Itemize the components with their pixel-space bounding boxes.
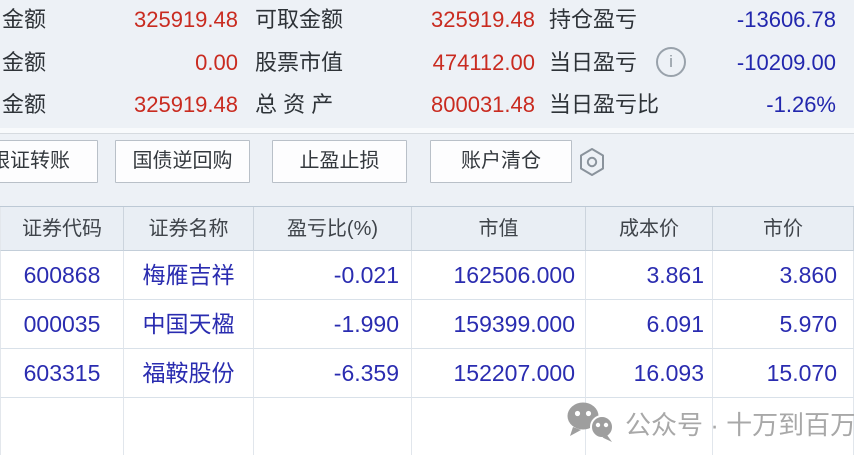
gear-icon[interactable]	[578, 147, 606, 177]
panel-divider	[0, 133, 854, 134]
withdrawable-amount-label: 可取金额	[255, 7, 344, 32]
stock-market-value-label: 股票市值	[255, 50, 344, 75]
empty-cell	[0, 398, 124, 455]
header-cost-price[interactable]: 成本价	[586, 207, 713, 251]
watermark: 公众号 · 十万到百万	[566, 402, 854, 444]
empty-cell	[586, 398, 713, 455]
bank-transfer-button[interactable]: 银证转账	[0, 140, 98, 183]
position-pnl-label: 持仓盈亏	[549, 7, 638, 32]
info-icon[interactable]: i	[656, 47, 686, 77]
row3-pnl-ratio[interactable]: -6.359	[254, 349, 412, 398]
row1-market-value[interactable]: 162506.000	[412, 251, 586, 300]
stock-market-value-value: 474112.00	[432, 50, 535, 75]
header-market-value[interactable]: 市值	[412, 207, 586, 251]
total-assets-label: 总 资 产	[255, 92, 334, 117]
watermark-text: 公众号 · 十万到百万	[625, 409, 854, 440]
row3-cost-price[interactable]: 16.093	[586, 349, 713, 398]
row2-market-value[interactable]: 159399.000	[412, 300, 586, 349]
stop-profit-loss-button[interactable]: 止盈止损	[272, 140, 407, 183]
empty-cell	[254, 398, 412, 455]
row1-cost-price[interactable]: 3.861	[586, 251, 713, 300]
daily-pnl-value: -10209.00	[736, 50, 836, 75]
row1-code[interactable]: 600868	[0, 251, 124, 300]
daily-pnl-ratio-label: 当日盈亏比	[549, 92, 660, 117]
total-assets-value: 800031.48	[431, 92, 535, 117]
row2-cost-price[interactable]: 6.091	[586, 300, 713, 349]
withdrawable-amount-value: 325919.48	[431, 7, 535, 32]
available-amount-label: 金额	[2, 7, 47, 32]
frozen-amount-value: 0.00	[195, 50, 238, 75]
row3-name[interactable]: 福鞍股份	[124, 349, 254, 398]
row2-market-price[interactable]: 5.970	[713, 300, 854, 349]
row3-code[interactable]: 603315	[0, 349, 124, 398]
account-summary-panel: 金额 325919.48 可取金额 325919.48 持仓盈亏 -13606.…	[0, 0, 854, 206]
empty-cell	[124, 398, 254, 455]
row3-market-value[interactable]: 152207.000	[412, 349, 586, 398]
row2-code[interactable]: 000035	[0, 300, 124, 349]
frozen-amount-label: 金额	[2, 50, 47, 75]
row3-market-price[interactable]: 15.070	[713, 349, 854, 398]
row2-name[interactable]: 中国天楹	[124, 300, 254, 349]
header-market-price[interactable]: 市价	[713, 207, 854, 251]
treasury-repo-button[interactable]: 国债逆回购	[115, 140, 250, 183]
clear-positions-button[interactable]: 账户清仓	[430, 140, 572, 183]
panel-divider-highlight	[0, 128, 854, 133]
header-security-name[interactable]: 证券名称	[124, 207, 254, 251]
row1-pnl-ratio[interactable]: -0.021	[254, 251, 412, 300]
wechat-icon	[567, 402, 614, 442]
available-amount-value: 325919.48	[134, 7, 238, 32]
daily-pnl-label: 当日盈亏	[549, 50, 638, 75]
fund-balance-value: 325919.48	[134, 92, 238, 117]
daily-pnl-ratio-value: -1.26%	[766, 92, 836, 117]
header-security-code[interactable]: 证券代码	[0, 207, 124, 251]
row1-name[interactable]: 梅雁吉祥	[124, 251, 254, 300]
position-pnl-value: -13606.78	[736, 7, 836, 32]
fund-balance-label: 金额	[2, 92, 47, 117]
row1-market-price[interactable]: 3.860	[713, 251, 854, 300]
header-pnl-ratio[interactable]: 盈亏比(%)	[254, 207, 412, 251]
positions-table: 证券代码 证券名称 盈亏比(%) 市值 成本价 市价 600868 梅雁吉祥 -…	[0, 206, 854, 455]
empty-cell	[412, 398, 586, 455]
row2-pnl-ratio[interactable]: -1.990	[254, 300, 412, 349]
